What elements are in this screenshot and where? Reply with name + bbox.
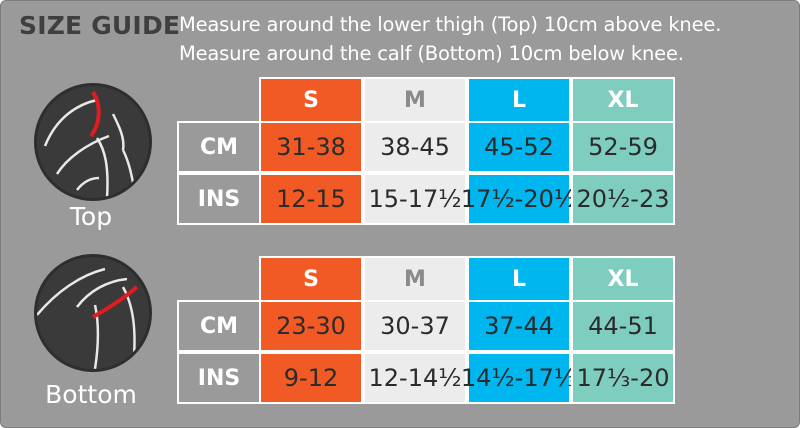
size-table-bottom: S M L XL CM 23-30 30-37 37-44 44-51 INS … [177,256,675,404]
value-cell: 15-17½ [363,173,467,225]
value-cell: 31-38 [259,121,363,173]
caption-bottom: Bottom [45,380,137,409]
table-corner [177,77,259,121]
row-label-cm: CM [177,121,259,173]
value-cell: 30-37 [363,300,467,352]
value-cell: 12-15 [259,173,363,225]
size-table-top: S M L XL CM 31-38 38-45 45-52 52-59 INS … [177,77,675,225]
header-size-l: L [467,256,571,300]
header-size-m: M [363,77,467,121]
page-title: SIZE GUIDE [19,11,181,40]
value-cell: 23-30 [259,300,363,352]
value-cell: 12-14½ [363,352,467,404]
row-label-ins: INS [177,173,259,225]
value-cell: 17½-20½ [461,173,577,225]
value-cell: 14½-17⅓ [461,352,577,404]
value-cell: 44-51 [571,300,675,352]
value-cell: 9-12 [259,352,363,404]
header-size-l: L [467,77,571,121]
value-cell: 17⅓-20 [571,352,675,404]
value-cell: 37-44 [467,300,571,352]
instruction-top: Measure around the lower thigh (Top) 10c… [179,13,722,36]
knee-calf-measure-icon [34,254,152,372]
row-label-ins: INS [177,352,259,404]
value-cell: 45-52 [467,121,571,173]
header-size-xl: XL [571,256,675,300]
caption-top: Top [69,202,113,231]
instruction-bottom: Measure around the calf (Bottom) 10cm be… [179,42,684,65]
header-size-m: M [363,256,467,300]
value-cell: 38-45 [363,121,467,173]
header-size-s: S [259,256,363,300]
value-cell: 20½-23 [571,173,675,225]
row-label-cm: CM [177,300,259,352]
header-size-xl: XL [571,77,675,121]
header-size-s: S [259,77,363,121]
table-corner [177,256,259,300]
knee-thigh-measure-icon [34,83,152,201]
value-cell: 52-59 [571,121,675,173]
